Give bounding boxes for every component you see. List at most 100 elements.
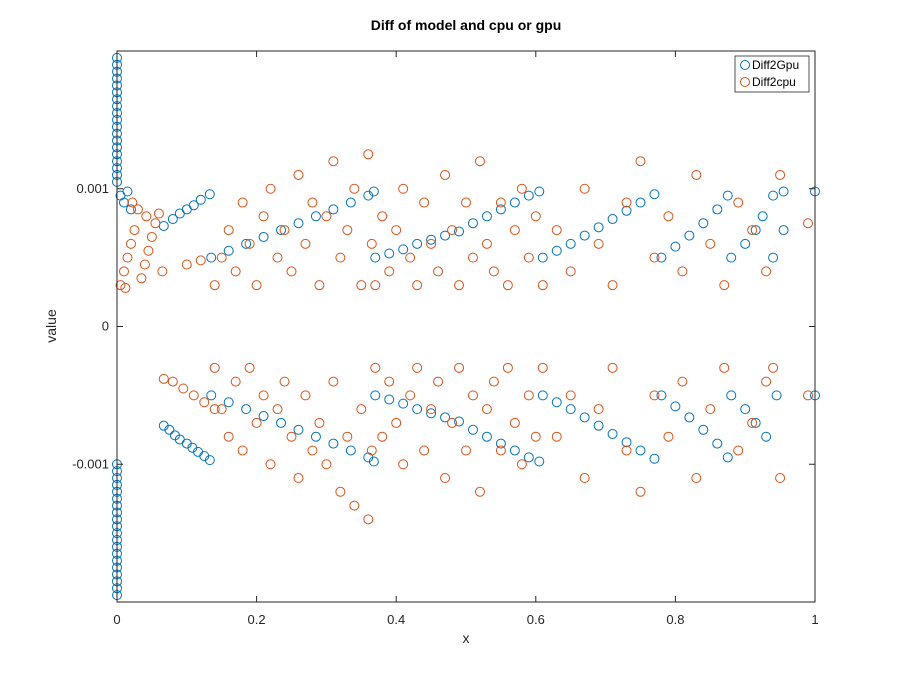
point-diff2cpu-88 xyxy=(481,238,492,249)
point-diff2cpu-112 xyxy=(481,404,492,415)
point-diff2cpu-31 xyxy=(258,211,269,222)
point-diff2gpu-150 xyxy=(771,390,782,401)
point-diff2cpu-156 xyxy=(768,362,779,373)
point-diff2cpu-60 xyxy=(293,473,304,484)
point-diff2gpu-40 xyxy=(118,197,129,208)
point-diff2cpu-67 xyxy=(342,431,353,442)
point-diff2cpu-147 xyxy=(649,390,660,401)
point-diff2cpu-141 xyxy=(565,390,576,401)
x-tick-label-5: 1 xyxy=(811,612,818,627)
x-axis-label: x xyxy=(463,630,470,646)
point-diff2gpu-121 xyxy=(607,428,618,439)
point-diff2gpu-59 xyxy=(206,252,217,263)
point-diff2cpu-87 xyxy=(474,156,485,167)
point-diff2cpu-99 xyxy=(391,417,402,428)
point-diff2cpu-151 xyxy=(705,404,716,415)
point-diff2gpu-108 xyxy=(551,245,562,256)
point-diff2cpu-35 xyxy=(286,266,297,277)
point-diff2cpu-28 xyxy=(237,197,248,208)
point-diff2cpu-125 xyxy=(607,280,618,291)
point-diff2cpu-157 xyxy=(775,473,786,484)
y-axis: -0.001 0 0.001 xyxy=(72,181,815,471)
point-diff2cpu-49 xyxy=(216,404,227,415)
point-diff2cpu-119 xyxy=(530,431,541,442)
point-diff2gpu-114 xyxy=(635,197,646,208)
point-diff2gpu-106 xyxy=(534,456,545,467)
point-diff2gpu-67 xyxy=(345,197,356,208)
point-diff2cpu-142 xyxy=(579,473,590,484)
point-diff2gpu-83 xyxy=(398,244,409,255)
point-diff2gpu-146 xyxy=(726,390,737,401)
point-diff2cpu-0 xyxy=(115,280,126,291)
point-diff2gpu-141 xyxy=(670,401,681,412)
point-diff2cpu-117 xyxy=(516,459,527,470)
point-diff2cpu-80 xyxy=(426,238,437,249)
point-diff2gpu-73 xyxy=(258,411,269,422)
point-diff2gpu-77 xyxy=(328,438,339,449)
point-diff2gpu-143 xyxy=(698,424,709,435)
point-diff2gpu-123 xyxy=(635,445,646,456)
point-diff2cpu-132 xyxy=(705,238,716,249)
point-diff2gpu-86 xyxy=(440,230,451,241)
point-diff2cpu-27 xyxy=(230,266,241,277)
point-diff2gpu-64 xyxy=(293,218,304,229)
point-diff2cpu-24 xyxy=(209,280,220,291)
point-diff2cpu-39 xyxy=(314,280,325,291)
point-diff2cpu-15 xyxy=(141,211,152,222)
point-diff2cpu-71 xyxy=(366,445,377,456)
point-diff2cpu-130 xyxy=(677,266,688,277)
point-diff2gpu-116 xyxy=(537,390,548,401)
point-diff2gpu-115 xyxy=(649,189,660,200)
point-diff2cpu-3 xyxy=(125,238,136,249)
point-diff2gpu-66 xyxy=(328,204,339,215)
point-diff2gpu-85 xyxy=(426,234,437,245)
point-diff2cpu-25 xyxy=(216,252,227,263)
point-diff2cpu-148 xyxy=(663,431,674,442)
point-diff2cpu-135 xyxy=(747,225,758,236)
point-diff2gpu-49 xyxy=(204,189,215,200)
legend-label-diff2gpu: Diff2Gpu xyxy=(752,58,799,72)
point-diff2cpu-79 xyxy=(419,197,430,208)
point-diff2gpu-147 xyxy=(740,404,751,415)
point-diff2gpu-112 xyxy=(607,214,618,225)
x-tick-label-1: 0.2 xyxy=(248,612,266,627)
point-diff2cpu-78 xyxy=(412,280,423,291)
point-diff2cpu-30 xyxy=(251,280,262,291)
point-diff2gpu-81 xyxy=(370,252,381,263)
point-diff2cpu-111 xyxy=(474,486,485,497)
point-diff2cpu-12 xyxy=(157,266,168,277)
point-diff2cpu-73 xyxy=(377,211,388,222)
point-diff2cpu-138 xyxy=(803,218,814,229)
point-diff2cpu-51 xyxy=(230,376,241,387)
point-diff2gpu-87 xyxy=(454,226,465,237)
point-diff2gpu-102 xyxy=(481,431,492,442)
point-diff2cpu-118 xyxy=(523,390,534,401)
point-diff2cpu-127 xyxy=(635,156,646,167)
point-diff2gpu-144 xyxy=(712,438,723,449)
point-diff2cpu-5 xyxy=(132,204,143,215)
point-diff2gpu-80 xyxy=(368,456,379,467)
legend-box xyxy=(734,55,810,93)
point-diff2cpu-144 xyxy=(607,362,618,373)
point-diff2cpu-98 xyxy=(384,376,395,387)
x-axis: 0 0.2 0.4 0.6 0.8 1 xyxy=(113,51,819,627)
point-diff2cpu-100 xyxy=(398,459,409,470)
point-diff2cpu-108 xyxy=(454,362,465,373)
point-diff2cpu-46 xyxy=(363,149,374,160)
point-diff2cpu-16 xyxy=(158,373,169,384)
point-diff2cpu-4 xyxy=(129,225,140,236)
point-diff2cpu-91 xyxy=(502,280,513,291)
point-diff2cpu-23 xyxy=(195,255,206,266)
point-diff2cpu-8 xyxy=(143,245,154,256)
point-diff2cpu-1 xyxy=(118,266,129,277)
point-diff2cpu-153 xyxy=(733,445,744,456)
point-diff2cpu-140 xyxy=(551,431,562,442)
point-diff2gpu-51 xyxy=(164,424,175,435)
point-diff2cpu-134 xyxy=(733,197,744,208)
y-axis-label: value xyxy=(43,309,59,343)
point-diff2cpu-72 xyxy=(370,280,381,291)
point-diff2cpu-131 xyxy=(691,169,702,180)
point-diff2cpu-122 xyxy=(565,266,576,277)
point-diff2gpu-107 xyxy=(537,252,548,263)
point-diff2cpu-33 xyxy=(272,252,283,263)
